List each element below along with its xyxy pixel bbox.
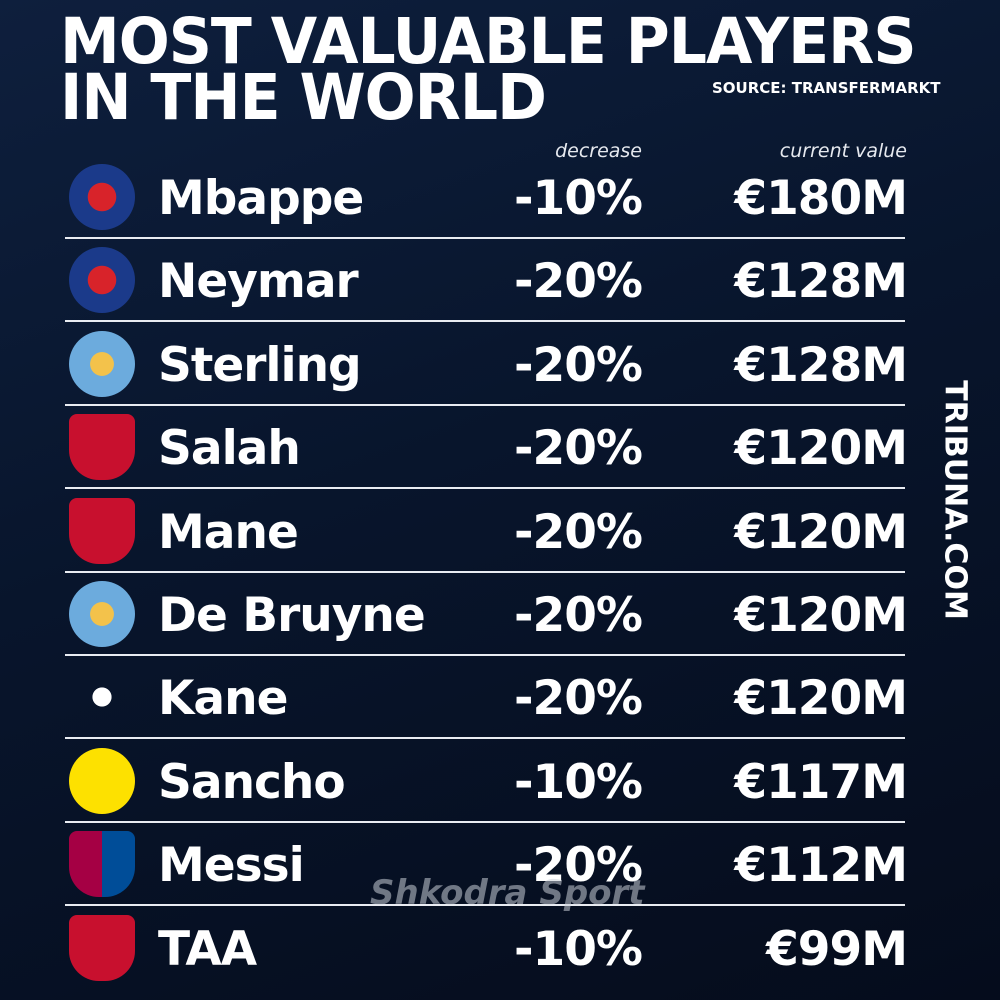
club-logo	[69, 664, 135, 731]
current-value: €120M	[734, 671, 908, 727]
current-value: €99M	[766, 921, 908, 977]
club-logo	[69, 497, 135, 564]
club-logo	[69, 581, 135, 647]
current-value: €120M	[734, 421, 908, 477]
column-header: current value	[779, 140, 907, 162]
table-row: Neymar -20% €128M	[0, 240, 1000, 323]
title: MOST VALUABLE PLAYERS	[60, 5, 917, 79]
player-name: Salah	[158, 421, 301, 477]
watermark: Shkodra Sport	[370, 873, 645, 913]
column-header: decrease	[555, 140, 642, 162]
current-value: €180M	[734, 171, 908, 226]
decrease: -20%	[513, 421, 643, 477]
decrease: -10%	[513, 754, 643, 810]
table-row: TAA -10% €99M	[0, 908, 1000, 991]
player-name: Kane	[158, 671, 288, 727]
current-value: €128M	[734, 337, 908, 393]
decrease: -20%	[513, 254, 643, 310]
current-value: €120M	[734, 588, 908, 643]
table-row: Sterling -20% €128M	[0, 324, 1000, 407]
club-logo	[69, 414, 135, 481]
row-separator	[65, 487, 905, 490]
table-row: Messi -20% €112M	[0, 824, 1000, 907]
row-separator	[65, 737, 905, 740]
table-row: De Bruyne -20% €120M	[0, 574, 1000, 657]
table-row: Mbappe -10% €180M	[0, 157, 1000, 240]
source: SOURCE: TRANSFERMARKT	[712, 79, 941, 97]
row-separator	[65, 320, 905, 323]
row-separator	[65, 570, 905, 573]
current-value: €128M	[734, 254, 908, 310]
player-name: TAA	[158, 921, 257, 977]
table-row: Mane -20% €120M	[0, 491, 1000, 574]
club-logo	[69, 330, 135, 397]
current-value: €117M	[734, 754, 908, 810]
decrease: -10%	[513, 921, 643, 977]
player-name: Mane	[158, 504, 299, 560]
club-logo	[69, 914, 135, 981]
player-name: Sterling	[158, 337, 362, 393]
club-logo	[69, 247, 135, 314]
club-logo	[69, 747, 135, 814]
decrease: -20%	[513, 337, 643, 393]
player-name: Sancho	[158, 754, 346, 810]
title: IN THE WORLD	[60, 61, 547, 135]
decrease: -20%	[513, 838, 643, 894]
row-separator	[65, 654, 905, 656]
table-row: Sancho -10% €117M	[0, 741, 1000, 824]
row-separator	[65, 403, 905, 406]
row-separator	[65, 237, 905, 239]
decrease: -20%	[513, 504, 643, 560]
decrease: -20%	[513, 588, 643, 643]
current-value: €120M	[734, 504, 908, 560]
player-name: Mbappe	[158, 171, 364, 226]
player-name: Neymar	[158, 254, 359, 310]
table-row: Kane -20% €120M	[0, 657, 1000, 740]
row-separator	[65, 904, 905, 907]
player-name: De Bruyne	[158, 588, 426, 643]
decrease: -20%	[513, 671, 643, 727]
current-value: €112M	[734, 838, 908, 894]
row-separator	[65, 820, 905, 823]
decrease: -10%	[513, 171, 643, 226]
club-logo	[69, 164, 135, 230]
club-logo	[69, 831, 135, 898]
player-name: Messi	[158, 838, 305, 894]
table-row: Salah -20% €120M	[0, 407, 1000, 490]
